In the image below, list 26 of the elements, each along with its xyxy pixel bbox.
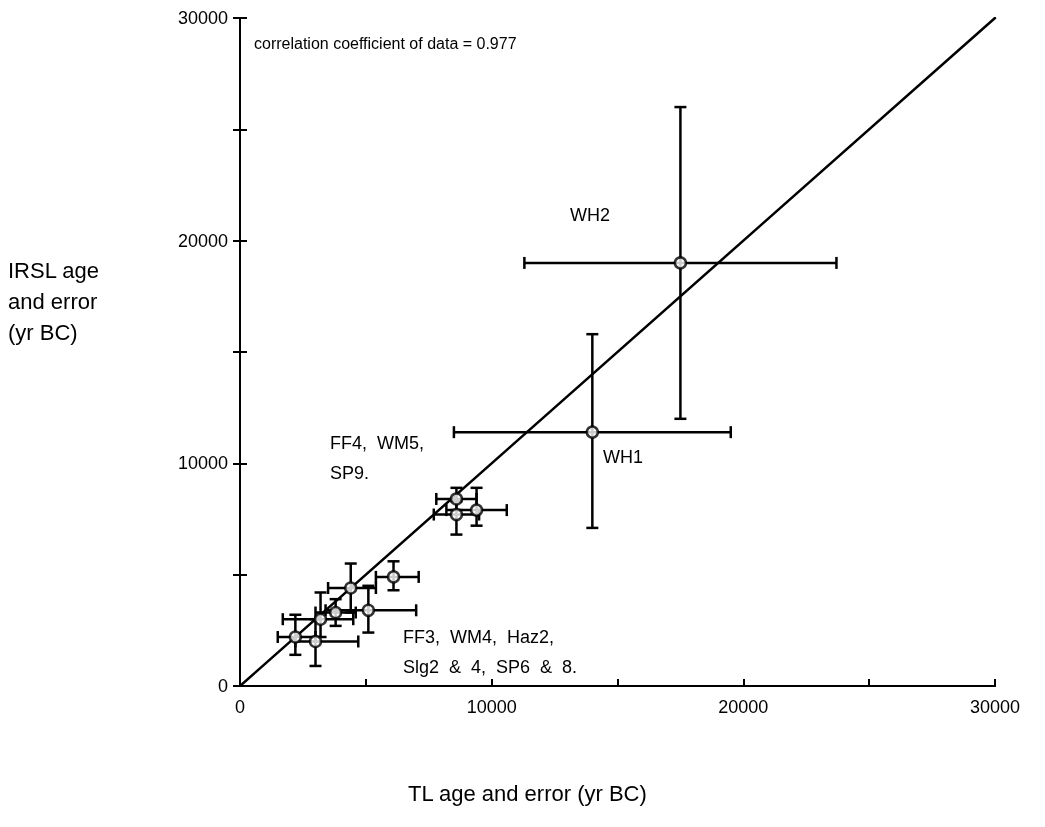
point	[328, 605, 343, 620]
point	[288, 630, 303, 644]
point	[343, 581, 358, 595]
point	[469, 503, 484, 517]
annotation: WH2	[570, 205, 610, 225]
x-tick-label: 30000	[969, 697, 1021, 717]
y-tick-label: 30000	[177, 8, 228, 28]
annotation: correlation coefficient of data = 0.977	[254, 34, 517, 52]
y-tick-label: 20000	[177, 230, 228, 251]
annotation: WH1	[603, 447, 643, 467]
point	[361, 603, 376, 618]
y-axis-title: IRSL age and error (yr BC)	[8, 258, 99, 345]
annotation: FF4, WM5, SP9.	[330, 433, 424, 483]
annotation: FF3, WM4, Haz2, Slg2 & 4, SP6 & 8.	[403, 627, 578, 677]
point	[313, 612, 328, 626]
point	[673, 256, 688, 270]
point	[449, 492, 464, 506]
point	[308, 634, 323, 649]
point	[585, 425, 600, 439]
x-tick-label: 10000	[466, 697, 517, 717]
x-tick-label: 0	[234, 697, 246, 717]
x-axis-title: TL age and error (yr BC)	[408, 780, 647, 806]
point	[386, 570, 401, 584]
y-tick-label: 0	[217, 676, 228, 696]
y-tick-label: 10000	[177, 453, 228, 474]
x-tick-label: 20000	[718, 697, 769, 717]
